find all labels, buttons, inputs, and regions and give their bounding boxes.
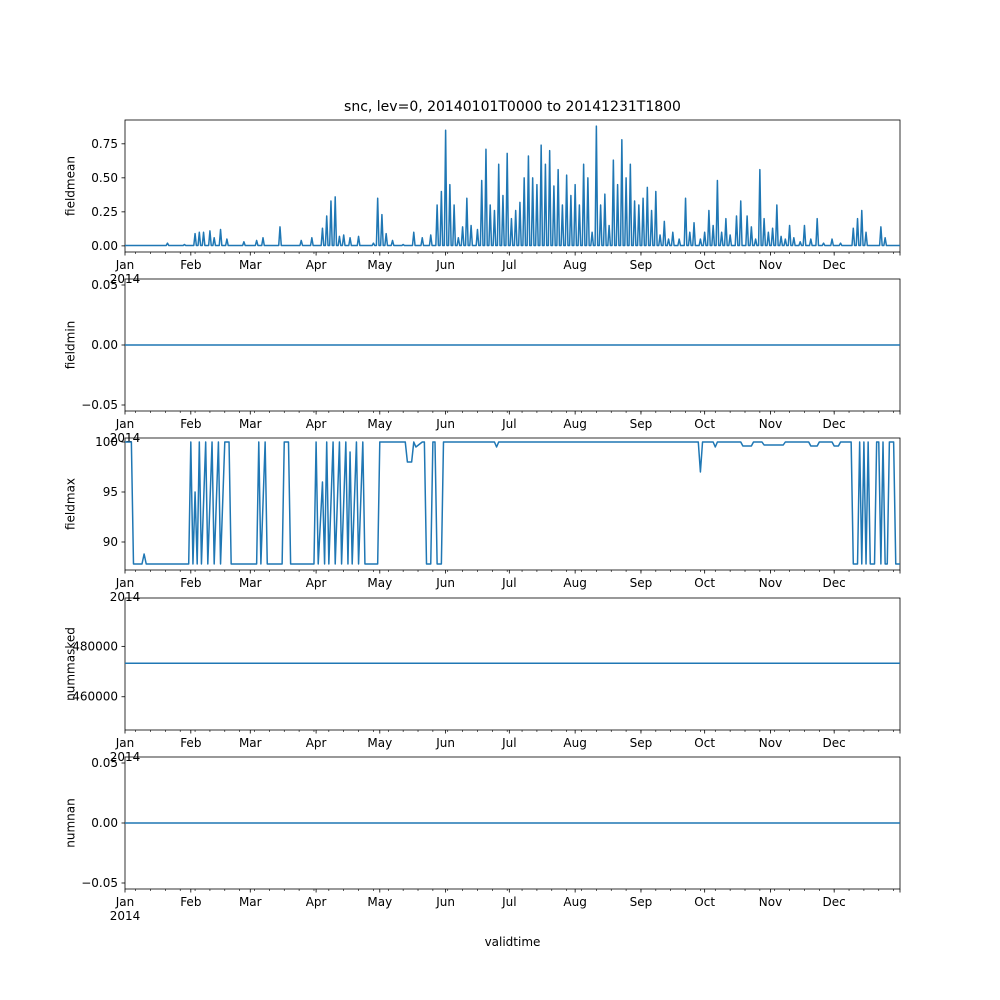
x-axis-label: validtime (485, 935, 541, 949)
subplot-fieldmax: 100 95 90 fieldmax Jan Feb Mar Apr May Jun Jul Aug S… (64, 435, 901, 604)
y-axis-label-nummasked: nummasked (64, 627, 78, 701)
x-tick-label-jun: Jun (435, 258, 455, 272)
x-tick-label-sep: Sep (630, 736, 653, 750)
y-tick-label: 0.50 (91, 171, 118, 185)
x-tick-label-nov: Nov (759, 258, 782, 272)
x-tick-label-apr: Apr (306, 736, 327, 750)
x-tick-label-may: May (367, 736, 392, 750)
y-axis-label-fieldmax: fieldmax (64, 478, 78, 530)
x-tick-label-jan: Jan (115, 258, 135, 272)
subplot-fieldmin: 0.05 0.00 −0.05 fieldmin Jan Feb Mar Apr May Jun J… (64, 278, 901, 445)
x-tick-label-jan: Jan (115, 417, 135, 431)
x-tick-label-jan: Jan (115, 895, 135, 909)
y-tick-label: −0.05 (81, 398, 118, 412)
x-tick-label-aug: Aug (563, 895, 586, 909)
x-tick-label-feb: Feb (180, 417, 201, 431)
y-tick-label: 100 (95, 435, 118, 449)
x-year-label: 2014 (110, 909, 141, 923)
axes-frame (124, 437, 901, 571)
x-tick-label-oct: Oct (694, 576, 715, 590)
x-tick-label-feb: Feb (180, 576, 201, 590)
y-axis-label-fieldmean: fieldmean (64, 156, 78, 216)
x-tick-label-oct: Oct (694, 258, 715, 272)
x-tick-label-feb: Feb (180, 258, 201, 272)
axes-frame (124, 119, 901, 253)
x-tick-label-jul: Jul (501, 417, 516, 431)
x-tick-label-oct: Oct (694, 895, 715, 909)
x-tick-label-nov: Nov (759, 895, 782, 909)
x-tick-label-dec: Dec (823, 736, 846, 750)
x-tick-label-mar: Mar (239, 258, 262, 272)
x-tick-label-feb: Feb (180, 736, 201, 750)
x-tick-label-dec: Dec (823, 417, 846, 431)
x-tick-label-may: May (367, 258, 392, 272)
x-tick-label-aug: Aug (563, 736, 586, 750)
x-tick-label-jun: Jun (435, 417, 455, 431)
x-tick-label-apr: Apr (306, 895, 327, 909)
y-axis-label-numnan: numnan (64, 798, 78, 847)
x-tick-label-may: May (367, 417, 392, 431)
x-tick-label-jun: Jun (435, 895, 455, 909)
x-tick-label-nov: Nov (759, 417, 782, 431)
x-tick-label-sep: Sep (630, 895, 653, 909)
x-tick-label-may: May (367, 895, 392, 909)
y-tick-label: 0.00 (91, 816, 118, 830)
y-tick-label: 0.00 (91, 338, 118, 352)
x-tick-label-apr: Apr (306, 417, 327, 431)
x-tick-label-jan: Jan (115, 576, 135, 590)
y-tick-label: 0.05 (91, 278, 118, 292)
x-tick-label-mar: Mar (239, 417, 262, 431)
y-tick-label: 460000 (72, 690, 118, 704)
x-tick-label-apr: Apr (306, 576, 327, 590)
x-tick-label-dec: Dec (823, 576, 846, 590)
x-tick-label-apr: Apr (306, 258, 327, 272)
x-tick-label-jul: Jul (501, 576, 516, 590)
x-tick-label-mar: Mar (239, 576, 262, 590)
y-tick-label: 0.25 (91, 205, 118, 219)
x-tick-label-nov: Nov (759, 736, 782, 750)
y-tick-label: 0.75 (91, 137, 118, 151)
x-tick-label-mar: Mar (239, 736, 262, 750)
x-tick-label-sep: Sep (630, 417, 653, 431)
x-tick-label-nov: Nov (759, 576, 782, 590)
y-tick-label: 0.00 (91, 239, 118, 253)
x-tick-label-sep: Sep (630, 576, 653, 590)
x-tick-label-aug: Aug (563, 576, 586, 590)
subplot-stack: 0.00 0.25 0.50 0.75 fieldmean Jan Feb Mar Apr May… (64, 119, 901, 923)
x-year-label: 2014 (110, 590, 141, 604)
x-tick-label-aug: Aug (563, 417, 586, 431)
axes-frame (124, 597, 901, 731)
y-tick-label: 95 (103, 485, 118, 499)
y-axis-label-fieldmin: fieldmin (64, 321, 78, 370)
x-tick-label-mar: Mar (239, 895, 262, 909)
x-tick-label-sep: Sep (630, 258, 653, 272)
x-tick-label-oct: Oct (694, 736, 715, 750)
subplot-fieldmean: 0.00 0.25 0.50 0.75 fieldmean Jan Feb Mar Apr May… (64, 119, 901, 286)
x-tick-label-aug: Aug (563, 258, 586, 272)
x-tick-label-jul: Jul (501, 258, 516, 272)
x-tick-label-jun: Jun (435, 736, 455, 750)
x-tick-label-may: May (367, 576, 392, 590)
series-line-fieldmax (125, 441, 900, 565)
x-tick-label-jan: Jan (115, 736, 135, 750)
y-tick-label: 480000 (72, 639, 118, 653)
x-tick-label-feb: Feb (180, 895, 201, 909)
y-tick-label: 0.05 (91, 756, 118, 770)
x-tick-label-oct: Oct (694, 417, 715, 431)
y-tick-label: 90 (103, 535, 118, 549)
x-tick-label-jul: Jul (501, 736, 516, 750)
x-tick-label-dec: Dec (823, 895, 846, 909)
series-line-fieldmean (125, 125, 900, 247)
x-tick-label-jun: Jun (435, 576, 455, 590)
y-tick-label: −0.05 (81, 876, 118, 890)
subplot-numnan: 0.05 0.00 −0.05 numnan Jan Feb Mar Apr May Jun Jul… (64, 756, 901, 923)
chart-title: snc, lev=0, 20140101T0000 to 20141231T18… (344, 99, 681, 115)
x-tick-label-dec: Dec (823, 258, 846, 272)
x-tick-label-jul: Jul (501, 895, 516, 909)
